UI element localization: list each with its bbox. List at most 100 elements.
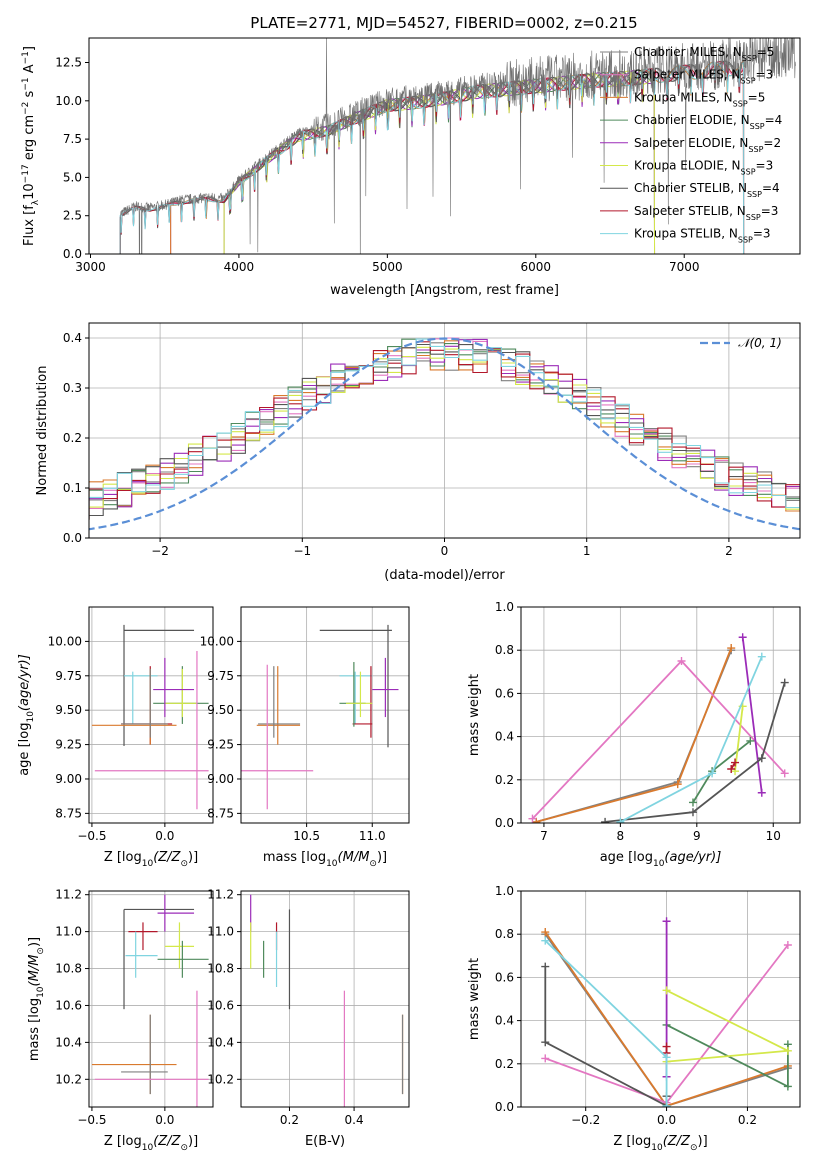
- data-point: [731, 758, 740, 767]
- y-tick-label: 0.4: [63, 331, 82, 345]
- y-tick-label: 10.8: [207, 962, 234, 976]
- series-kroupa-stelib: [541, 936, 671, 1107]
- y-tick-label: 0.0: [63, 247, 82, 261]
- observed-spectrum: [119, 38, 796, 254]
- y-tick-label: 0.8: [495, 643, 514, 657]
- y-tick-label: 10.4: [207, 1035, 234, 1049]
- y-tick-label: 1.0: [495, 884, 514, 898]
- y-tick-label: 10.0: [55, 94, 82, 108]
- plot-area: [91, 894, 209, 1107]
- axes-frame: [88, 322, 801, 539]
- series-chabrier-miles: [532, 646, 736, 823]
- data-point: [708, 769, 717, 778]
- errorbar-kroupa-stelib: [125, 931, 158, 978]
- data-point: [677, 657, 686, 665]
- legend-label: Kroupa ELODIE, NSSP=3: [634, 159, 773, 177]
- grid: [241, 891, 409, 1107]
- data-point: [688, 808, 697, 817]
- mass-vs-ebv-plot: 0.2 0.4 10.2 10.4 10.6 10.8 11.0 11.2 E(B-V): [207, 888, 410, 1149]
- data-point: [780, 769, 789, 778]
- data-point: [738, 633, 747, 642]
- plot-area: [528, 633, 789, 823]
- series-line: [741, 637, 763, 793]
- errorbar-salpeter-miles: [241, 664, 314, 810]
- series-line: [544, 966, 668, 1107]
- errorbar-salpeter-elodie: [372, 657, 399, 718]
- plot-area: [241, 624, 399, 810]
- model-spectrum-chabrier-stelib: [119, 60, 745, 254]
- data-point: [541, 962, 550, 971]
- errorbar-chabrier-stelib: [319, 624, 392, 748]
- axes-frame: [88, 606, 214, 824]
- y-axis-label: age [log10(age/yr)]: [17, 654, 36, 776]
- y-axis-label: mass weight: [467, 958, 482, 1040]
- y-tick-label: 9.75: [55, 669, 82, 683]
- data-point: [528, 814, 537, 823]
- age-vs-mass-plot: 10.5 11.0 8.75 9.00 9.25 9.50 9.75 10.00 mass [l…: [200, 606, 410, 869]
- y-axis-label: mass [log10(M/M⊙)]: [27, 937, 46, 1061]
- legend-label: Chabrier MILES, NSSP=5: [634, 45, 774, 63]
- y-tick-label: 0.6: [495, 970, 514, 984]
- series-chabrier-stelib: [601, 678, 789, 823]
- y-tick-label: 0.2: [495, 1057, 514, 1071]
- x-axis-label: (data-model)/error: [384, 568, 505, 583]
- y-tick-label: 0.2: [63, 431, 82, 445]
- series-line: [666, 989, 792, 1063]
- data-point: [673, 780, 682, 789]
- series-line: [531, 659, 786, 820]
- y-tick-label: 10.00: [200, 634, 234, 648]
- x-tick-label: 8: [617, 829, 625, 843]
- model-spectrum-salpeter-stelib: [119, 60, 745, 254]
- legend-label: Kroupa STELIB, NSSP=3: [634, 227, 771, 245]
- series-line: [536, 647, 733, 823]
- x-tick-label: 0: [441, 544, 449, 558]
- legend-label: Chabrier ELODIE, NSSP=4: [634, 113, 782, 131]
- legend-label: Kroupa MILES, NSSP=5: [634, 90, 765, 108]
- x-tick-label: −1: [293, 544, 311, 558]
- axes-frame: [520, 890, 801, 1108]
- y-tick-label: 9.50: [207, 703, 234, 717]
- x-axis-label: age [log10(age/yr)]: [600, 850, 722, 869]
- weight-vs-metallicity-plot: −0.2 0.0 0.2 0.0 0.2 0.4 0.6 0.8 1.0 mass weight Z…: [467, 884, 801, 1153]
- y-tick-label: 11.2: [207, 888, 234, 902]
- x-tick-label: 5000: [372, 260, 403, 274]
- data-point: [783, 941, 792, 949]
- errorbar-kroupa-stelib: [124, 671, 158, 724]
- x-tick-label: 10.5: [293, 829, 320, 843]
- series-salpeter-stelib: [727, 758, 740, 773]
- series-salpeter-miles: [528, 657, 789, 823]
- data-point: [780, 678, 789, 687]
- y-tick-label: 9.25: [207, 738, 234, 752]
- y-tick-label: 10.6: [207, 998, 234, 1012]
- y-tick-label: 0.4: [495, 1014, 514, 1028]
- y-tick-label: 0.8: [495, 927, 514, 941]
- legend-label: Salpeter ELODIE, NSSP=2: [634, 136, 781, 154]
- y-tick-label: 9.50: [55, 703, 82, 717]
- mass-vs-metallicity-plot: −0.5 0.0 10.2 10.4 10.6 10.8 11.0 11.2 Z [log10(…: [27, 888, 214, 1153]
- grid: [89, 607, 213, 823]
- data-point: [746, 736, 755, 745]
- histogram-kroupa-stelib: [89, 338, 800, 520]
- model-spectrum-kroupa-stelib: [119, 60, 745, 254]
- plot-area: [541, 917, 792, 1107]
- age-vs-metallicity-plot: −0.5 0.0 8.75 9.00 9.25 9.50 9.75 10.00 Z [log10…: [17, 606, 214, 869]
- x-tick-label: 0.2: [738, 1113, 757, 1127]
- weight-vs-age-plot: 7 8 9 10 0.0 0.2 0.4 0.6 0.8 1.0 mass weight age [l…: [467, 600, 801, 869]
- errorbar-kroupa-stelib: [339, 671, 373, 724]
- data-point: [662, 917, 671, 926]
- y-tick-label: 11.2: [55, 888, 82, 902]
- y-tick-label: 10.2: [207, 1072, 234, 1086]
- series-line: [734, 706, 744, 772]
- errorbar-salpeter-stelib: [352, 666, 373, 738]
- data-point: [662, 1101, 671, 1107]
- legend-label: Salpeter STELIB, NSSP=3: [634, 204, 778, 222]
- series-line: [605, 682, 786, 823]
- y-tick-label: 1.0: [495, 600, 514, 614]
- normal-curve: [89, 337, 800, 531]
- series-kroupa-stelib: [616, 652, 766, 823]
- y-tick-label: 8.75: [207, 806, 234, 820]
- data-point: [727, 765, 736, 773]
- plot-area: [91, 624, 209, 810]
- errorbar-salpeter-miles: [94, 651, 209, 810]
